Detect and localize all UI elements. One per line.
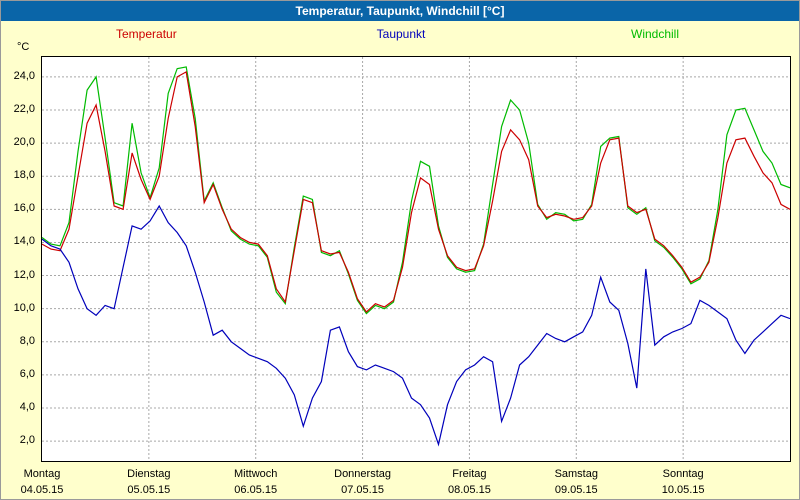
y-tick-label: 2,0 <box>19 434 35 447</box>
x-date-label: 05.05.15 <box>127 484 171 496</box>
y-tick-label: 4,0 <box>19 401 35 414</box>
x-date-label: 06.05.15 <box>234 484 278 496</box>
temperatur-line <box>42 70 790 313</box>
y-tick-label: 14,0 <box>13 235 35 248</box>
y-tick-label: 18,0 <box>13 169 35 182</box>
legend-taupunkt: Taupunkt <box>376 27 426 41</box>
legend-temperatur: Temperatur <box>116 27 177 41</box>
taupunkt-line <box>42 204 790 447</box>
windchill-line <box>42 66 790 315</box>
y-tick-label: 24,0 <box>13 69 35 82</box>
x-day-label: Dienstag <box>127 468 171 480</box>
y-tick-label: 8,0 <box>19 334 35 347</box>
plot-area <box>41 56 791 462</box>
x-date-label: 04.05.15 <box>20 484 64 496</box>
y-tick-label: 20,0 <box>13 136 35 149</box>
y-axis-unit-label: °C <box>17 41 30 53</box>
title-bar: Temperatur, Taupunkt, Windchill [°C] <box>1 1 799 21</box>
x-date-label: 10.05.15 <box>661 484 705 496</box>
x-date-label: 08.05.15 <box>448 484 491 496</box>
y-tick-label: 10,0 <box>13 301 35 314</box>
legend: Temperatur Taupunkt Windchill <box>1 27 799 43</box>
x-day-label: Mittwoch <box>234 468 278 480</box>
x-day-label: Montag <box>23 468 61 480</box>
window-title: Temperatur, Taupunkt, Windchill [°C] <box>295 4 505 18</box>
y-tick-label: 6,0 <box>19 367 35 380</box>
chart-svg <box>42 57 790 461</box>
x-date-label: 09.05.15 <box>554 484 598 496</box>
x-date-label: 07.05.15 <box>341 484 384 496</box>
x-day-label: Sonntag <box>662 468 704 480</box>
y-tick-label: 16,0 <box>13 202 35 215</box>
x-day-label: Donnerstag <box>334 468 391 480</box>
x-day-label: Samstag <box>554 468 598 480</box>
legend-windchill: Windchill <box>631 27 680 41</box>
x-day-label: Freitag <box>452 468 487 480</box>
y-tick-label: 12,0 <box>13 268 35 281</box>
y-tick-label: 22,0 <box>13 102 35 115</box>
